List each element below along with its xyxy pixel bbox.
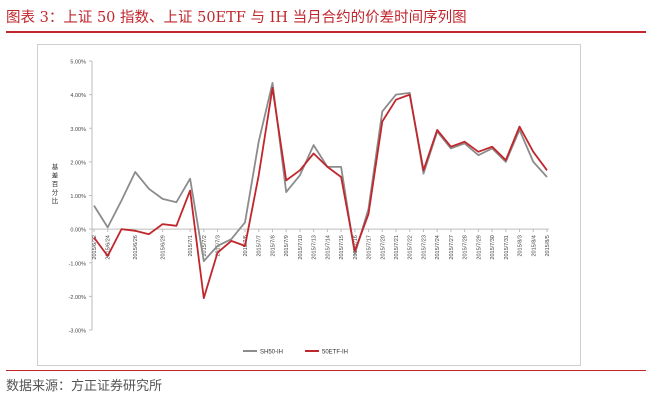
x-tick-label: 2015/7/13 — [312, 235, 318, 259]
x-tick-label: 2015/6/22 — [92, 235, 98, 259]
y-axis-title-char: 分 — [52, 188, 59, 197]
x-tick-label: 2015/7/21 — [394, 235, 400, 259]
legend-label-0: SH50-IH — [260, 350, 283, 356]
x-tick-label: 2015/7/15 — [339, 235, 345, 259]
y-axis-title-char: 比 — [52, 196, 59, 205]
x-tick-label: 2015/7/30 — [490, 235, 496, 259]
legend-label-1: 50ETF-IH — [322, 350, 348, 356]
chart-frame: -3.00% -2.00% -1.00% 0.00% 1.00% 2.00% 3.00% 4.… — [37, 44, 581, 366]
x-tick-label: 2015/7/10 — [298, 235, 304, 259]
x-tick-label: 2015/7/27 — [449, 235, 455, 259]
y-tick-label: 2.00% — [70, 160, 86, 166]
x-tick-label: 2015/8/4 — [531, 235, 537, 256]
y-tick-label: -1.00% — [69, 261, 87, 267]
y-tick-label: 1.00% — [70, 194, 86, 200]
x-tick-label: 2015/6/26 — [133, 235, 139, 259]
y-axis-title-char: 差 — [52, 171, 59, 180]
y-tick-label: -2.00% — [69, 295, 87, 301]
x-tick-label: 2015/7/31 — [504, 235, 510, 259]
y-tick-label: 3.00% — [70, 127, 86, 133]
x-tick-label: 2015/6/24 — [106, 235, 112, 259]
x-tick-label: 2015/8/3 — [518, 235, 524, 256]
series-line-1 — [93, 87, 548, 300]
series-line-0 — [93, 82, 548, 263]
y-tick-label: 5.00% — [70, 60, 86, 66]
x-tick-label: 2015/6/29 — [161, 235, 167, 259]
x-tick-label: 2015/7/8 — [270, 235, 276, 256]
x-tick-label: 2015/7/23 — [421, 235, 427, 259]
title-rule — [6, 31, 646, 33]
y-tick-label: -3.00% — [69, 329, 87, 335]
x-tick-label: 2015/7/6 — [243, 235, 249, 256]
x-tick-label: 2015/7/20 — [380, 235, 386, 259]
x-tick-label: 2015/7/1 — [188, 235, 194, 256]
x-tick-label: 2015/7/17 — [367, 235, 373, 259]
x-tick-label: 2015/7/22 — [408, 235, 414, 259]
x-tick-label: 2015/8/5 — [545, 235, 551, 256]
x-tick-label: 2015/7/7 — [257, 235, 263, 256]
x-tick-label: 2015/7/24 — [435, 235, 441, 259]
line-chart: -3.00% -2.00% -1.00% 0.00% 1.00% 2.00% 3.00% 4.… — [52, 60, 551, 356]
source-note: 数据来源：方正证券研究所 — [6, 379, 163, 394]
bottom-rule — [6, 370, 646, 371]
x-tick-label: 2015/7/29 — [476, 235, 482, 259]
figure-title: 图表 3：上证 50 指数、上证 50ETF 与 IH 当月合约的价差时间序列图 — [6, 10, 467, 26]
x-tick-label: 2015/7/9 — [284, 235, 290, 256]
y-tick-label: 4.00% — [70, 93, 86, 99]
y-axis-title-char: 基 — [52, 162, 59, 171]
y-tick-label: 0.00% — [70, 228, 86, 234]
x-tick-label: 2015/7/2 — [202, 235, 208, 256]
x-tick-label: 2015/7/28 — [463, 235, 469, 259]
y-axis-title-char: 百 — [52, 180, 59, 188]
x-tick-label: 2015/7/14 — [325, 235, 331, 259]
